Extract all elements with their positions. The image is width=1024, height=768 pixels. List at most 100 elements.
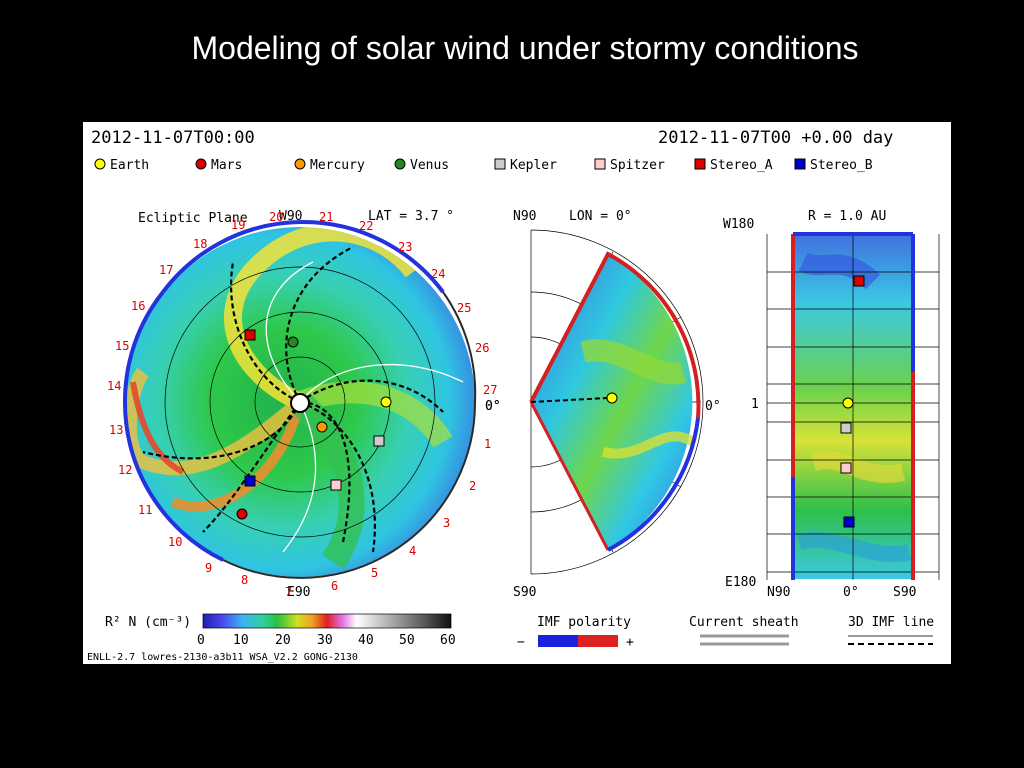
meridional-bottom-label: S90 [513,585,536,600]
colorbar-tick: 60 [440,633,456,648]
radial-r-label: R = 1.0 AU [808,209,886,224]
rim-number: 16 [131,299,145,313]
meridional-right-angle: 0° [705,399,721,414]
rim-number: 14 [107,379,121,393]
rim-number: 19 [231,218,245,232]
radial-bottom-left: E180 [725,575,756,590]
rim-number: 17 [159,263,173,277]
imf-plus: + [626,635,634,650]
earth-position-icon [380,396,392,408]
legend-stereo-b: Stereo_B [810,158,873,173]
stereo-a-marker-icon [694,158,706,170]
colorbar-tick: 30 [317,633,333,648]
radial-bottom-n90: N90 [767,585,790,600]
legend-venus: Venus [410,158,449,173]
rim-number: 9 [205,561,212,575]
mars-marker-icon [195,158,207,170]
rim-number: 13 [109,423,123,437]
rim-number: 1 [484,437,491,451]
rim-number: 18 [193,237,207,251]
enlil-graphic: 2012-11-07T00:00 2012-11-07T00 +0.00 day… [87,128,940,663]
imf-polarity-label: IMF polarity [537,615,631,630]
legend-spitzer: Spitzer [610,158,665,173]
colorbar-tick: 20 [275,633,291,648]
enlil-output-panel: 2012-11-07T00:00 2012-11-07T00 +0.00 day… [83,122,951,664]
rim-number: 8 [241,573,248,587]
spitzer-marker-icon [594,158,606,170]
rim-number: 4 [409,544,416,558]
colorbar-tick: 50 [399,633,415,648]
radial-strip-plot: R = 1.0 AU W180 1 E180 N90 0° S90 [723,209,940,600]
ecliptic-rim-numbers: 19 20 21 22 23 24 25 26 27 1 2 3 4 5 6 7… [107,210,497,599]
earth-meridional-icon [606,392,618,404]
slide-title: Modeling of solar wind under stormy cond… [191,30,859,66]
rim-number: 24 [431,267,445,281]
imf-line-legend: 3D IMF line [848,615,934,645]
legend-earth: Earth [110,158,149,173]
rim-number: 12 [118,463,132,477]
rim-number: 3 [443,516,450,530]
rim-number: 11 [138,503,152,517]
spitzer-position-icon [330,479,342,491]
mercury-position-icon [316,421,328,433]
venus-marker-icon [394,158,406,170]
stereo-b-marker-icon [794,158,806,170]
current-sheath-label: Current sheath [689,615,799,630]
rim-number: 20 [269,210,283,224]
meridional-lon-label: LON = 0° [569,209,632,224]
colorbar-tick: 10 [233,633,249,648]
radial-bottom-0: 0° [843,585,859,600]
venus-position-icon [287,336,299,348]
ecliptic-lat-label: LAT = 3.7 ° [368,209,454,224]
rim-number: 6 [331,579,338,593]
colorbar-label: R² N (cm⁻³) [105,615,191,630]
rim-number: 15 [115,339,129,353]
model-footer: ENLL-2.7 lowres-2130-a3b11 WSA_V2.2 GONG… [87,652,358,663]
stereo-a-position-icon [244,329,256,341]
imf-line-label: 3D IMF line [848,615,934,630]
rim-number: 27 [483,383,497,397]
header-date-right: 2012-11-07T00 +0.00 day [658,128,893,148]
stereo-b-radial-icon [843,516,855,528]
mercury-marker-icon [294,158,306,170]
stereo-a-radial-icon [853,275,865,287]
rim-number: 10 [168,535,182,549]
meridional-top-label: N90 [513,209,536,224]
planet-legend: Earth Mars Mercury Venus Kepler Spitzer … [94,158,873,173]
radial-top-left: W180 [723,217,754,232]
rim-number: 22 [359,219,373,233]
legend-kepler: Kepler [510,158,557,173]
colorbar-tick: 40 [358,633,374,648]
current-sheath-legend: Current sheath [689,615,799,646]
radial-mid-left: 1 [751,397,759,412]
rim-number: 25 [457,301,471,315]
rim-number: 5 [371,566,378,580]
rim-number: 2 [469,479,476,493]
legend-stereo-a: Stereo_A [710,158,773,173]
legend-mercury: Mercury [310,158,365,173]
colorbar-tick: 0 [197,633,205,648]
meridional-plane-plot: N90 LON = 0° S90 0° 0° [485,209,721,600]
kepler-position-icon [373,435,385,447]
earth-radial-icon [842,397,854,409]
meridional-left-angle: 0° [485,399,501,414]
spitzer-radial-icon [840,462,852,474]
radial-bottom-s90: S90 [893,585,916,600]
kepler-marker-icon [494,158,506,170]
imf-polarity-legend: IMF polarity − + [517,615,634,650]
ecliptic-bottom-label: E90 [287,585,310,600]
ecliptic-plane-plot: Ecliptic Plane LAT = 3.7 ° W90 E90 0° [107,209,501,600]
sun-marker-icon [290,393,310,413]
ecliptic-right-angle: 0° [485,399,501,414]
rim-number: 23 [398,240,412,254]
legend-mars: Mars [211,158,242,173]
kepler-radial-icon [840,422,852,434]
header-date-left: 2012-11-07T00:00 [91,128,255,148]
rim-number: 7 [285,585,292,599]
imf-minus: − [517,635,525,650]
density-colorbar: R² N (cm⁻³) 0 10 20 30 40 50 60 [105,613,456,648]
rim-number: 26 [475,341,489,355]
mars-position-icon [236,508,248,520]
ecliptic-title: Ecliptic Plane [138,211,248,226]
earth-marker-icon [94,158,106,170]
